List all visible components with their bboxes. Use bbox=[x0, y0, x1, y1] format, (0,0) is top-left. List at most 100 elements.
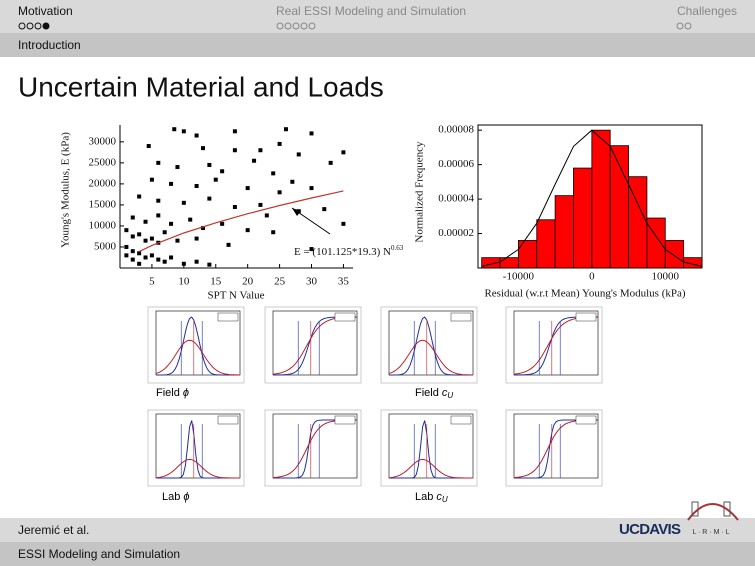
y-tick-label: 25000 bbox=[89, 156, 117, 168]
point bbox=[169, 181, 174, 186]
point bbox=[149, 253, 154, 258]
point bbox=[207, 262, 212, 267]
nav-section[interactable]: Challenges bbox=[677, 4, 737, 18]
x-tick-label: 20 bbox=[242, 276, 254, 288]
y-tick-label: 30000 bbox=[89, 135, 117, 147]
point bbox=[213, 177, 218, 182]
nav-section[interactable]: Real ESSI Modeling and Simulation bbox=[276, 4, 466, 18]
x-tick-label: 15 bbox=[210, 276, 222, 288]
point bbox=[130, 249, 135, 254]
bar bbox=[609, 145, 629, 269]
y-axis-label: Young's Modulus, E (kPa) bbox=[60, 132, 72, 248]
point bbox=[169, 255, 174, 260]
point bbox=[258, 148, 263, 153]
point bbox=[283, 127, 288, 132]
point bbox=[124, 228, 129, 233]
y-tick-label: 0.00008 bbox=[438, 124, 474, 136]
trend-line bbox=[138, 190, 344, 253]
caption: Lab ϕ bbox=[162, 491, 190, 503]
point bbox=[175, 165, 180, 170]
bar bbox=[683, 257, 703, 269]
point bbox=[181, 129, 186, 134]
point bbox=[146, 144, 151, 149]
sub-curve bbox=[156, 316, 240, 376]
point bbox=[137, 261, 142, 266]
point bbox=[200, 226, 205, 231]
sub-legend bbox=[217, 312, 239, 322]
sub-legend bbox=[575, 312, 597, 322]
point bbox=[143, 255, 148, 260]
point bbox=[226, 242, 231, 247]
point bbox=[200, 146, 205, 151]
subsection: Introduction bbox=[18, 38, 81, 52]
y-tick-label: 0.00004 bbox=[438, 193, 474, 205]
point bbox=[169, 221, 174, 226]
sub-legend bbox=[450, 415, 472, 425]
point bbox=[220, 221, 225, 226]
figures: Young's Modulus, E (kPa) SPT N Value E =… bbox=[60, 124, 703, 302]
point bbox=[175, 238, 180, 243]
point bbox=[252, 158, 257, 163]
y-tick-label: 20000 bbox=[89, 177, 117, 189]
sub-figure-axes bbox=[272, 310, 358, 376]
y-axis-label: Normalized Frequency bbox=[414, 141, 426, 243]
sub-figure-axes bbox=[272, 413, 358, 479]
header-bar bbox=[0, 0, 755, 33]
point bbox=[232, 148, 237, 153]
y-tick-label: 15000 bbox=[89, 198, 117, 210]
point bbox=[156, 213, 161, 218]
point bbox=[194, 236, 199, 241]
sub-figure-axes bbox=[155, 310, 241, 376]
bar bbox=[517, 240, 538, 269]
sub-curve bbox=[388, 339, 474, 376]
point bbox=[341, 150, 346, 155]
point bbox=[137, 194, 142, 199]
point bbox=[188, 217, 193, 222]
annotation: E = (101.125*19.3) N0.63 bbox=[294, 244, 404, 258]
point bbox=[130, 257, 135, 262]
y-tick-label: 5000 bbox=[94, 241, 117, 253]
point bbox=[124, 244, 129, 249]
nav-dots bbox=[18, 22, 692, 30]
point bbox=[309, 131, 314, 136]
point bbox=[245, 186, 250, 191]
point bbox=[296, 152, 301, 157]
lab-logo: L · R · M · L bbox=[687, 501, 739, 536]
point bbox=[162, 230, 167, 235]
subheader-bar bbox=[0, 33, 755, 57]
x-tick-label: 0 bbox=[589, 271, 595, 283]
bar bbox=[536, 219, 556, 269]
sub-figure-axes bbox=[155, 413, 241, 479]
sub-curve bbox=[389, 316, 473, 376]
y-tick-label: 10000 bbox=[89, 219, 117, 231]
point bbox=[143, 238, 148, 243]
point bbox=[130, 215, 135, 220]
x-axis-label: SPT N Value bbox=[207, 290, 264, 302]
point bbox=[194, 259, 199, 264]
sub-curve bbox=[155, 458, 240, 479]
sub-legend bbox=[575, 415, 597, 425]
point bbox=[322, 207, 327, 212]
author: Jeremić et al. bbox=[18, 523, 89, 537]
caption: Field cU bbox=[415, 387, 453, 400]
point bbox=[258, 202, 263, 207]
svg-text:L · R · M · L: L · R · M · L bbox=[692, 529, 729, 536]
nav-section[interactable]: Motivation bbox=[18, 4, 73, 18]
sub-legend bbox=[334, 415, 356, 425]
logo: UCDAVIS bbox=[619, 521, 681, 538]
sub-legend bbox=[217, 415, 239, 425]
point bbox=[220, 169, 225, 174]
x-tick-label: 35 bbox=[338, 276, 350, 288]
point bbox=[143, 219, 148, 224]
footer-bar bbox=[0, 518, 755, 542]
bar bbox=[664, 240, 685, 269]
point bbox=[137, 251, 142, 256]
point bbox=[156, 257, 161, 262]
point bbox=[290, 179, 295, 184]
x-tick-label: 5 bbox=[149, 276, 155, 288]
y-tick-label: 0.00006 bbox=[438, 158, 474, 170]
x-tick-label: 30 bbox=[306, 276, 318, 288]
point bbox=[296, 209, 301, 214]
point bbox=[130, 234, 135, 239]
